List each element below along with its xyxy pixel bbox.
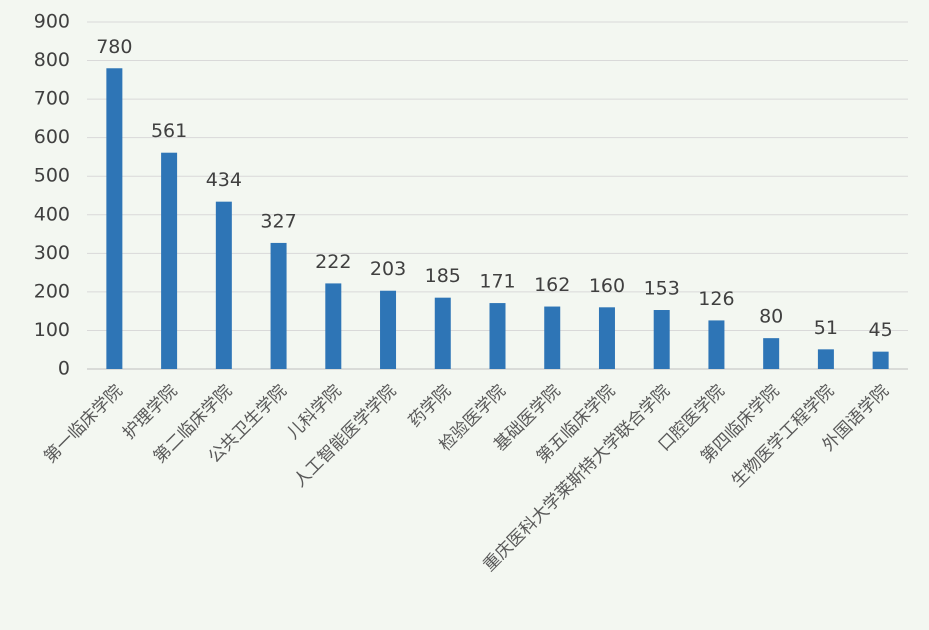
value-label: 327 bbox=[260, 210, 296, 232]
value-label: 171 bbox=[479, 271, 515, 293]
y-tick-label: 600 bbox=[34, 126, 70, 148]
bar bbox=[708, 320, 725, 369]
bar bbox=[872, 351, 889, 369]
value-label: 434 bbox=[206, 169, 242, 191]
bar bbox=[161, 152, 178, 369]
value-label: 153 bbox=[644, 278, 680, 300]
y-tick-label: 200 bbox=[34, 280, 70, 302]
bar bbox=[325, 283, 342, 369]
value-label: 780 bbox=[96, 36, 132, 58]
y-tick-label: 0 bbox=[58, 358, 70, 380]
bar bbox=[434, 297, 451, 369]
bar bbox=[489, 303, 506, 369]
y-tick-label: 500 bbox=[34, 165, 70, 187]
bar bbox=[544, 306, 561, 369]
value-label: 561 bbox=[151, 120, 187, 142]
value-label: 222 bbox=[315, 251, 351, 273]
bar bbox=[598, 307, 615, 369]
y-tick-label: 700 bbox=[34, 88, 70, 110]
value-label: 45 bbox=[869, 319, 893, 341]
bar bbox=[106, 68, 123, 370]
y-tick-label: 800 bbox=[34, 49, 70, 71]
bar bbox=[270, 242, 287, 369]
value-label: 162 bbox=[534, 274, 570, 296]
y-tick-label: 300 bbox=[34, 242, 70, 264]
value-label: 126 bbox=[698, 288, 734, 310]
bar bbox=[763, 338, 780, 369]
value-label: 51 bbox=[814, 317, 838, 339]
value-label: 185 bbox=[425, 265, 461, 287]
value-label: 160 bbox=[589, 275, 625, 297]
bar bbox=[653, 310, 670, 369]
bar bbox=[380, 290, 397, 369]
bar bbox=[215, 201, 232, 369]
y-tick-label: 400 bbox=[34, 203, 70, 225]
y-tick-label: 100 bbox=[34, 319, 70, 341]
value-label: 203 bbox=[370, 258, 406, 280]
bar bbox=[817, 349, 834, 369]
y-tick-label: 900 bbox=[34, 11, 70, 33]
value-label: 80 bbox=[759, 306, 783, 328]
